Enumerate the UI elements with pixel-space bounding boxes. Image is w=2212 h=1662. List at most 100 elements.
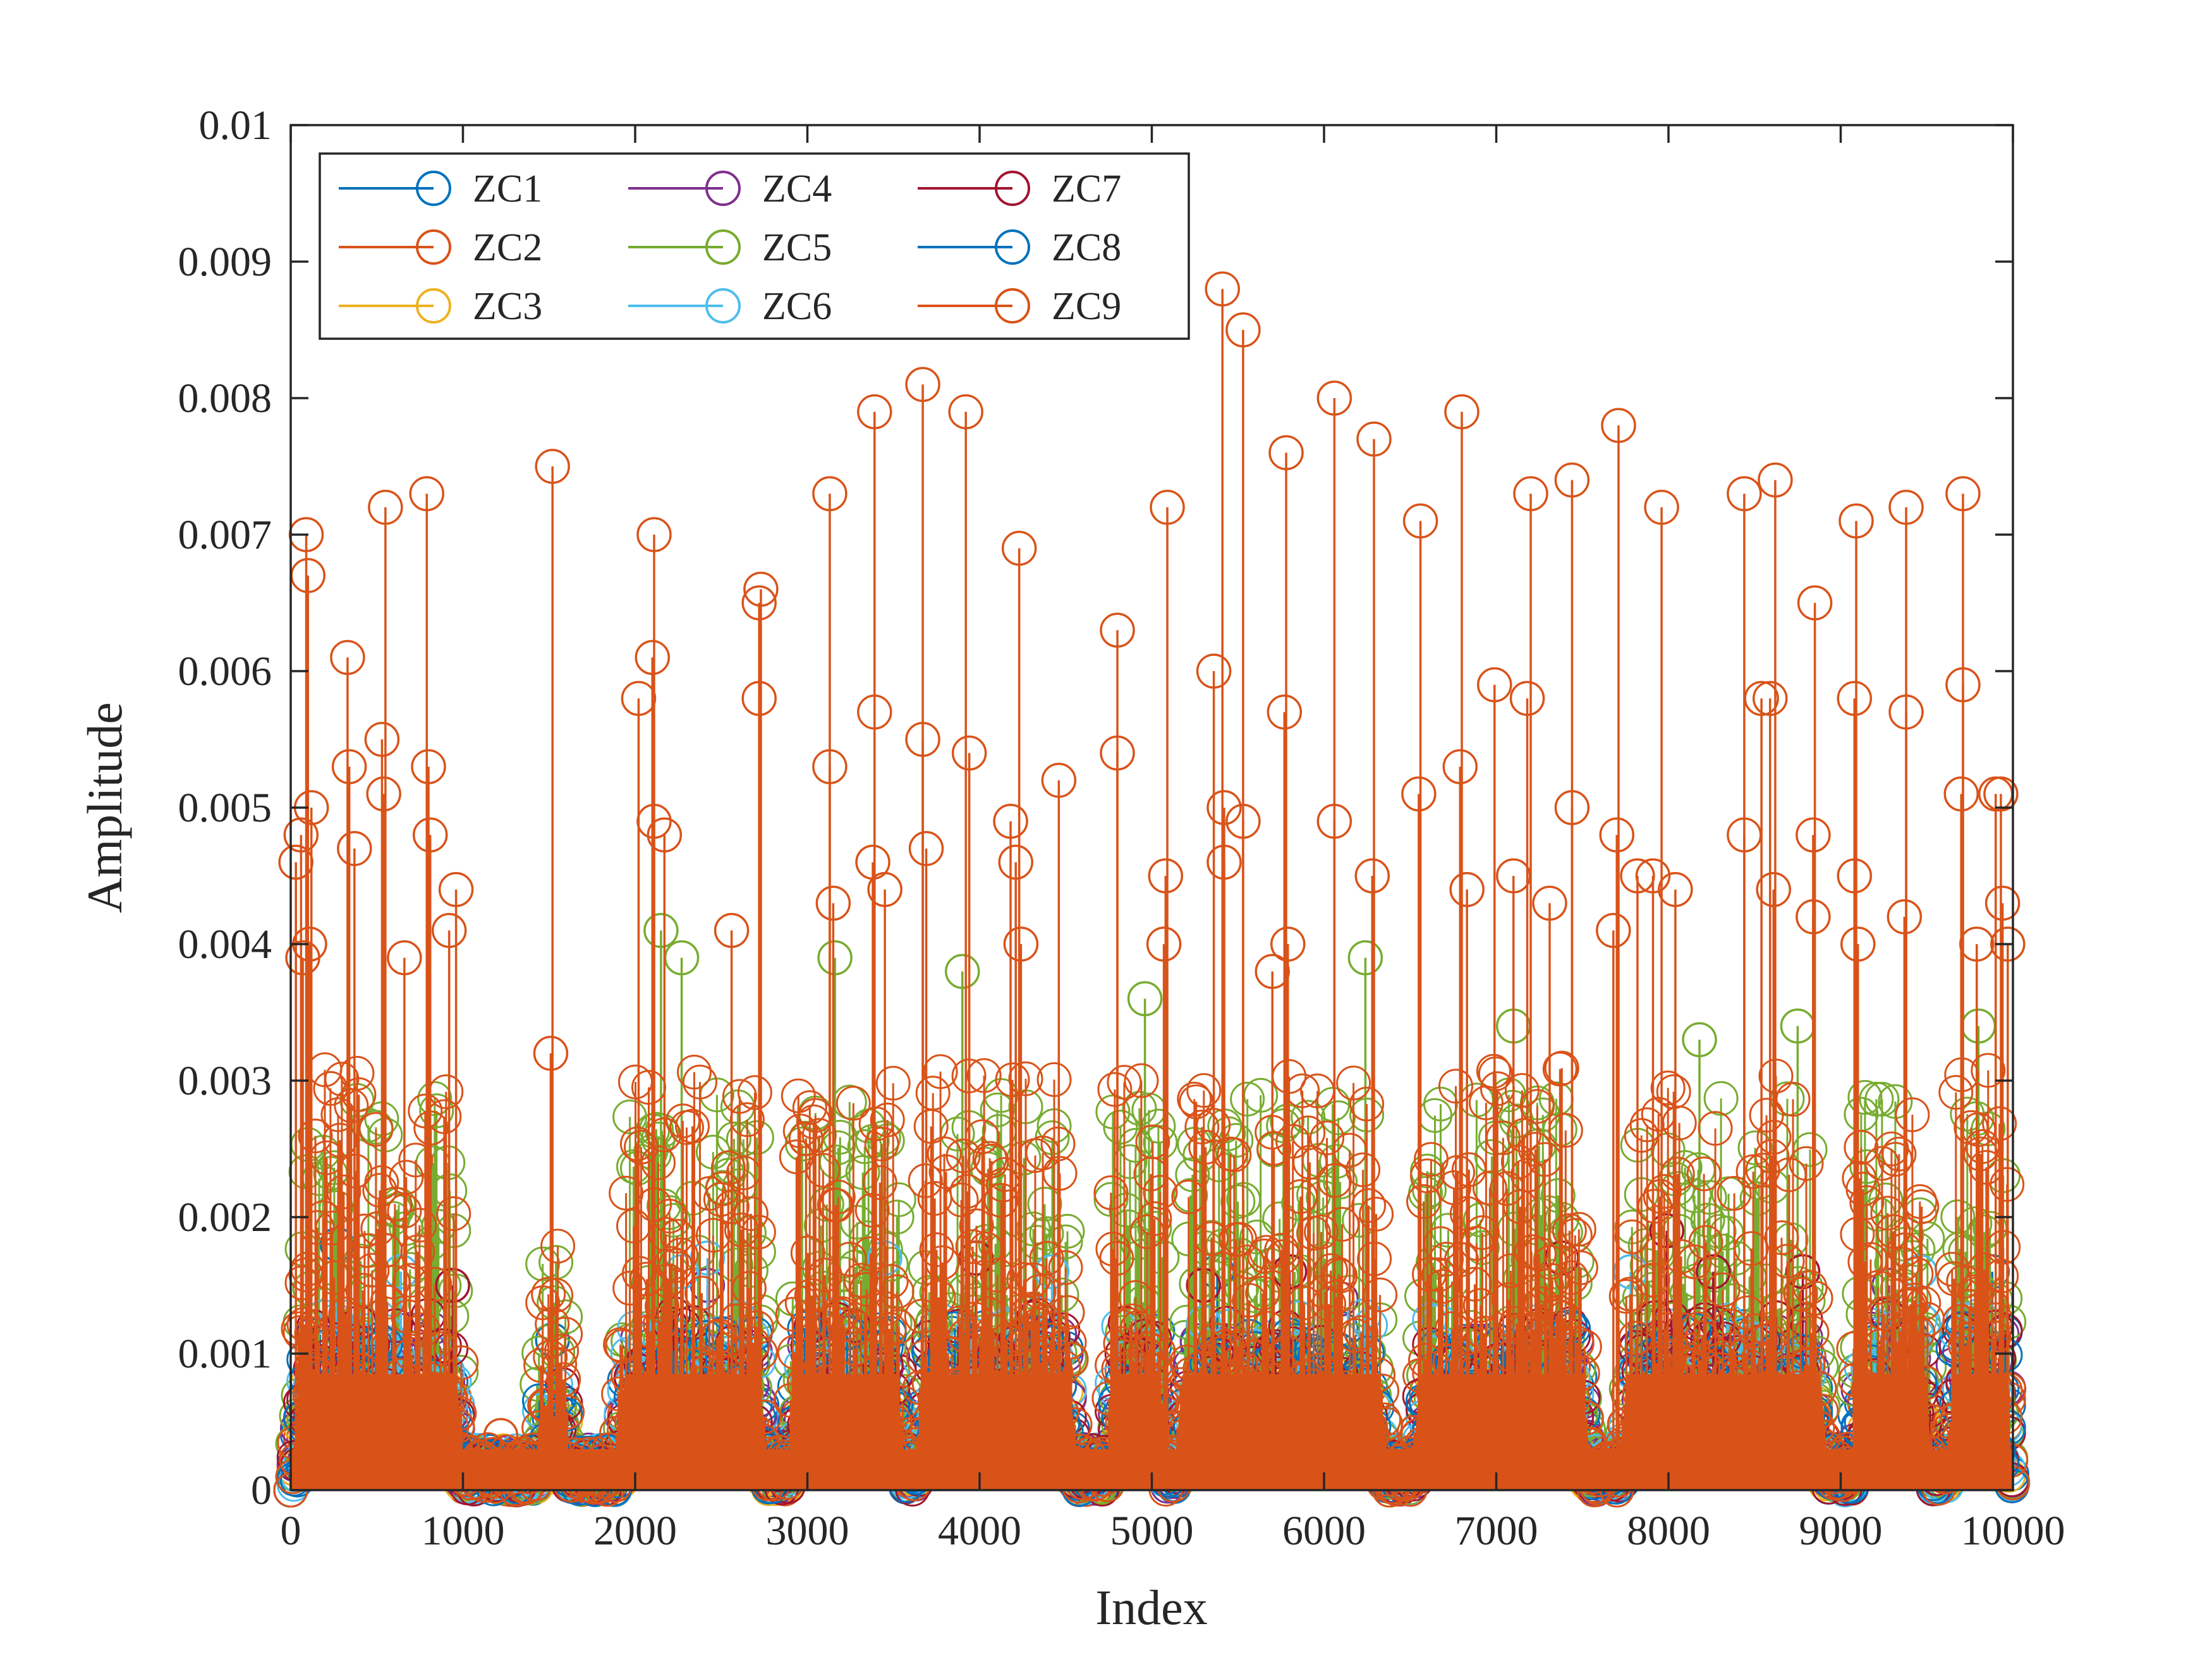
- legend-marker: [416, 288, 451, 324]
- peak-marker: [905, 367, 940, 403]
- legend-entry-zc1: ZC1: [339, 167, 542, 210]
- peak-marker: [431, 913, 467, 949]
- peak-marker: [998, 844, 1033, 880]
- peak-marker: [1599, 817, 1634, 852]
- peak-marker: [945, 954, 980, 989]
- legend: ZC1 ZC2 ZC3 ZC4 ZC5 ZC6 ZC7 ZC8 ZC9: [319, 152, 1190, 340]
- peak-marker: [741, 681, 777, 716]
- legend-entry-zc6: ZC6: [628, 285, 832, 328]
- peak-marker: [1990, 926, 2026, 962]
- peak-marker: [331, 749, 367, 784]
- peak-zc9-49: [1100, 735, 1135, 1490]
- peak-zc9-100: [1888, 695, 1924, 1490]
- peak-marker: [1150, 490, 1185, 525]
- peak-marker: [412, 817, 448, 852]
- peak-marker: [1796, 899, 1831, 935]
- peak-zc9-89: [1753, 681, 1788, 1490]
- legend-marker: [995, 229, 1030, 265]
- peak-marker: [1442, 749, 1478, 784]
- legend-entry-zc5: ZC5: [628, 226, 832, 269]
- peak-zc9-72: [1477, 667, 1512, 1490]
- peak-marker: [1837, 858, 1873, 894]
- peak-marker: [1354, 858, 1390, 894]
- peak-marker: [411, 749, 446, 784]
- peak-zc9-97: [1837, 858, 1873, 1490]
- peak-marker: [857, 394, 892, 430]
- y-tick-label: 0.007: [178, 512, 272, 558]
- peak-marker: [1983, 776, 2019, 812]
- peak-marker: [743, 571, 779, 607]
- peak-zc9-54: [1205, 271, 1240, 1490]
- x-tick-label: 9000: [1799, 1508, 1883, 1554]
- peak-zc9-51: [1148, 858, 1184, 1490]
- legend-marker: [416, 171, 451, 206]
- peak-marker: [533, 1036, 569, 1071]
- peak-marker: [1100, 612, 1135, 648]
- peak-marker: [1554, 462, 1590, 498]
- peak-zc9-43: [1001, 530, 1037, 1490]
- peak-zc9-35: [857, 695, 892, 1490]
- peak-marker: [812, 476, 848, 511]
- peak-marker: [1554, 790, 1590, 825]
- peak-marker: [1945, 667, 1981, 703]
- x-tick-label: 5000: [1110, 1508, 1194, 1554]
- peak-marker: [1146, 926, 1182, 962]
- legend-entry-zc7: ZC7: [918, 167, 1121, 210]
- peak-marker: [908, 831, 944, 866]
- peak-zc9-47: [1041, 763, 1077, 1490]
- peak-marker: [1840, 926, 1876, 962]
- peak-marker: [364, 722, 400, 757]
- x-axis-label: Index: [1095, 1580, 1208, 1635]
- peak-marker: [1888, 490, 1924, 525]
- peak-marker: [1225, 803, 1261, 839]
- peak-zc9-81: [1596, 913, 1631, 1490]
- peak-marker: [1696, 1254, 1731, 1290]
- peak-zc9-74: [1513, 476, 1548, 1490]
- legend-label: ZC1: [473, 167, 542, 210]
- y-tick-label: 0.006: [178, 648, 272, 695]
- axes: 0 1000 2000 3000 4000 5000 6000 7000 8000 9000 100…: [178, 102, 2065, 1554]
- legend-marker: [705, 288, 741, 324]
- peak-zc9-30: [741, 681, 777, 1490]
- peak-marker: [366, 776, 401, 812]
- base-band: [291, 1374, 2013, 1490]
- peak-marker: [368, 490, 403, 525]
- peak-zc9-92: [1797, 585, 1833, 1490]
- x-tick-label: 4000: [938, 1508, 1021, 1554]
- peak-marker: [283, 817, 319, 852]
- peak-marker: [815, 885, 851, 921]
- peak-marker: [817, 940, 853, 976]
- peak-marker: [1001, 530, 1037, 566]
- peak-zc9-19: [535, 449, 570, 1490]
- peak-marker: [1943, 776, 1979, 812]
- peak-zc9-88: [1744, 681, 1779, 1490]
- legend-label: ZC9: [1052, 285, 1121, 328]
- legend-label: ZC3: [473, 285, 542, 328]
- y-tick-label: 0.004: [178, 921, 272, 967]
- peak-marker: [1984, 885, 2021, 921]
- legend-label: ZC6: [762, 285, 832, 328]
- x-tick-label: 8000: [1627, 1508, 1710, 1554]
- peak-marker: [1268, 435, 1304, 471]
- peak-marker: [1100, 735, 1135, 771]
- peak-marker: [1148, 858, 1184, 894]
- peak-marker: [905, 722, 940, 757]
- peak-zc9-68: [1401, 776, 1437, 1490]
- peak-marker: [1444, 394, 1480, 430]
- peak-zc9-103: [1945, 667, 1981, 1490]
- peak-marker: [993, 803, 1028, 839]
- y-tick-label: 0.008: [178, 375, 272, 422]
- peak-zc9-41: [948, 394, 983, 1490]
- peak-zc9-24: [635, 640, 670, 1490]
- peak-zc9-70: [1442, 749, 1478, 1490]
- y-tick-label: 0.003: [178, 1058, 272, 1104]
- x-tick-label: 7000: [1455, 1508, 1538, 1554]
- y-tick-label: 0.002: [178, 1194, 272, 1240]
- peak-marker: [435, 1268, 470, 1303]
- y-tick-label: 0: [251, 1467, 272, 1513]
- peak-marker: [635, 640, 670, 676]
- legend-entry-zc2: ZC2: [339, 226, 542, 269]
- legend-label: ZC7: [1052, 167, 1121, 210]
- peak-zc9-42: [951, 735, 987, 1490]
